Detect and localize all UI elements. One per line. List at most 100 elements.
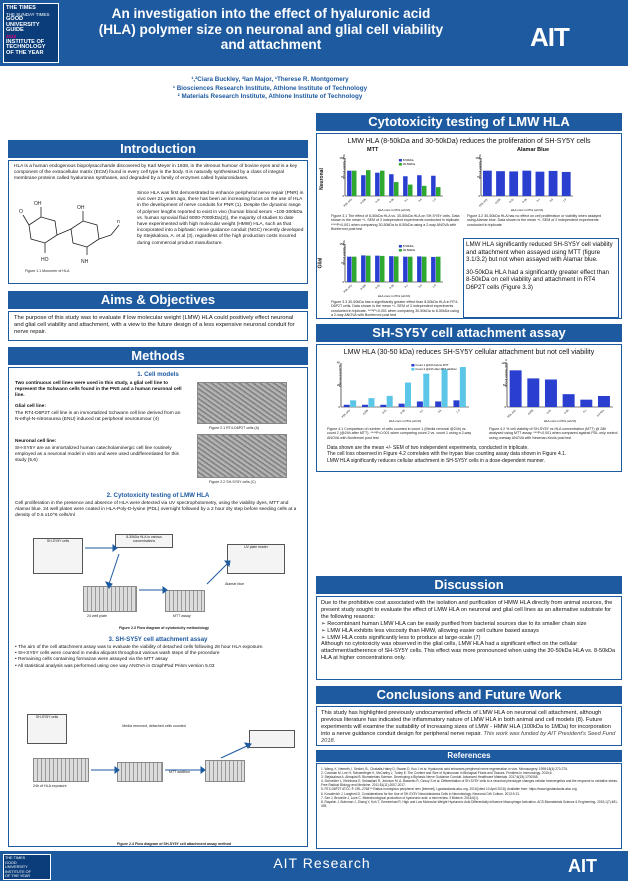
x-axis-label: HLA conc in PDL (w/v%): [511, 208, 544, 212]
bar: [535, 171, 545, 196]
alamar-blue-label: Alamar Blue: [517, 147, 550, 153]
y-tick-label: 0: [478, 194, 480, 198]
x-tick-label: PDL only: [342, 197, 353, 208]
legend-label: 30-50kDa: [403, 162, 416, 166]
x-axis-label: HLA conc in PDL (w/v%): [378, 208, 411, 212]
discussion-paragraph-2: Although no cytotoxicity was observed in…: [321, 641, 616, 662]
x-tick-label: 1.0: [431, 197, 437, 203]
bar: [408, 256, 413, 282]
attach-note: Data shown are the mean +/- SEM of two i…: [327, 445, 529, 451]
svg-text:OH: OH: [77, 205, 85, 211]
glial-cell-line-heading: Glial cell line:: [15, 404, 46, 409]
bar: [436, 187, 441, 196]
intro-box: HLA is a human endogenous biopolysacchar…: [8, 160, 308, 284]
x-tick-label: 0.05: [399, 408, 406, 415]
discussion-heading: Discussion: [316, 576, 622, 594]
y-axis-label: % Cell viability (PDL control): [478, 154, 482, 179]
attachment-bullet-text: All statistical analysis was performed u…: [17, 663, 215, 669]
x-tick-label: 0.1: [419, 408, 425, 414]
flow-mtt-plate-image: [165, 590, 205, 612]
reference-item: 5. RT4-D6P2T ATCC ® CRL-2768™ Rattus nor…: [321, 787, 577, 792]
attach-box: LMW HLA (30-50 kDa) reduces SH-SY5Y cell…: [316, 344, 622, 472]
attachment-bullet-text: Remaining cells containing formazan were…: [18, 657, 168, 663]
x-tick-label: 0.005: [494, 197, 502, 205]
y-tick-label: 75: [477, 175, 481, 179]
legend-label: Count 2 @24h after MTT addition: [415, 367, 457, 371]
bar: [386, 395, 393, 407]
bar: [431, 175, 436, 196]
x-axis-label: HLA conc in PDL (w/v%): [389, 419, 422, 423]
times-guide-logo: THE TIMES THE SUNDAY TIMES GOOD UNIVERSI…: [3, 3, 59, 63]
attachment-bullet: • The aim of the cell attachment assay w…: [15, 645, 264, 650]
reference-item: 6. Kovalevich J, Langford D. Considerati…: [321, 791, 521, 796]
flow2-arrows: [91, 742, 252, 774]
bar: [403, 176, 408, 196]
bar: [389, 174, 394, 196]
logo-line: 2018: [6, 33, 17, 39]
discussion-box: Due to the prohibitive cost associated w…: [316, 596, 622, 680]
flow-label: UV plate reader: [244, 545, 268, 549]
logo-line: THE TIMES: [6, 5, 36, 11]
discussion-text: Due to the prohibitive cost associated w…: [321, 600, 619, 662]
cyto-box: LMW HLA (8-50kDa and 30-50kDa) reduces t…: [316, 133, 622, 319]
y-axis-label: % Cell viability (PDL control): [342, 240, 346, 265]
x-tick-label: 0.1: [403, 283, 409, 289]
x-axis-label: HLA conc in PDL (w/v%): [378, 294, 411, 298]
bar: [368, 398, 375, 407]
x-tick-label: 1.0: [455, 408, 461, 414]
flow-label: SH-SY5Y cells: [46, 539, 70, 543]
x-tick-label: PDL only: [506, 408, 517, 419]
y-tick-label: 150: [339, 156, 344, 160]
x-tick-label: 0.005: [527, 408, 535, 416]
poster-title: An investigation into the effect of hyal…: [98, 6, 444, 53]
chart-cell-count: Cell count (x10^5) 0 20 40 PDL only 0.005 0.01…: [337, 361, 469, 423]
attachment-bullet: • SH-SY5Y cells were counted in media al…: [15, 651, 220, 657]
figure-2-1-caption: Figure 2.1 RT4-D6P2T cells (A): [209, 426, 260, 430]
y-tick-label: 0: [342, 194, 344, 198]
intro-paragraph-2: Since HLA was first demonstrated to enha…: [137, 191, 304, 246]
bar: [496, 171, 505, 196]
y-tick-label: 0: [338, 405, 340, 409]
bar: [441, 369, 448, 407]
y-axis-label: Cell count (x10^5): [338, 364, 342, 387]
attach-note: LMW HLA significantly reduces cellular a…: [327, 457, 546, 464]
x-tick-label: 0.01: [545, 408, 552, 415]
legend-swatch: [398, 245, 402, 248]
attachment-bullet-text: SH-SY5Y cells were counted in media aliq…: [18, 651, 220, 657]
bar: [522, 170, 532, 196]
y-tick-label: 150: [339, 242, 344, 246]
ait-logo: AIT: [530, 22, 600, 52]
legend-swatch: [398, 163, 402, 166]
bar: [366, 255, 371, 282]
flow-24-well-plate-image: [83, 586, 137, 612]
figure-2-2-caption: Figure 2.2 SH-SY5Y cells (C): [209, 480, 256, 484]
intro-paragraph-1: HLA is a human endogenous biopolysacchar…: [14, 164, 298, 182]
bar: [423, 373, 430, 407]
x-tick-label: 0.05: [563, 408, 570, 415]
attachment-bullet: • Remaining cells containing formazan we…: [15, 657, 168, 663]
figure-3-2-caption: Figure 3.2 30-50kDa HLA has no effect on…: [467, 214, 602, 227]
references-box: 1. Wang, K. Nemeth, I. Seckel, B., Chaka…: [316, 763, 622, 849]
bar: [562, 394, 575, 407]
discussion-bullet-text: LMW HLA exhibits less viscosity than HMW…: [327, 627, 539, 634]
bar: [561, 171, 571, 196]
y-tick-label: 20: [337, 383, 341, 387]
bar: [352, 256, 357, 282]
references-heading: References: [316, 750, 622, 762]
footer-times-logo: THE TIMES GOOD UNIVERSITY INSTITUTE OF O…: [3, 854, 51, 880]
bar: [580, 399, 593, 407]
chart-mtt-neuronal: % Cell viability (PDL control) 0 75 150 PDL …: [339, 154, 443, 212]
bar: [548, 170, 558, 196]
bar: [509, 370, 522, 407]
conclusions-text: This study has highlighted previously un…: [321, 710, 611, 737]
bar: [352, 170, 357, 196]
legend-label: Count 1 @24h before MTT: [415, 363, 449, 367]
bar: [405, 382, 411, 407]
cyto-subtitle: LMW HLA (8-50kDa and 30-50kDa) reduces t…: [347, 138, 591, 145]
discussion-bullet: ➢ Recombinant human LMW HLA can be easil…: [321, 620, 587, 627]
logo-line: GUIDE: [6, 27, 24, 34]
attach-notes: Data shown are the mean +/- SEM of two i…: [327, 445, 617, 464]
x-tick-label: 0.05: [521, 197, 528, 204]
svg-text:O: O: [19, 209, 23, 215]
